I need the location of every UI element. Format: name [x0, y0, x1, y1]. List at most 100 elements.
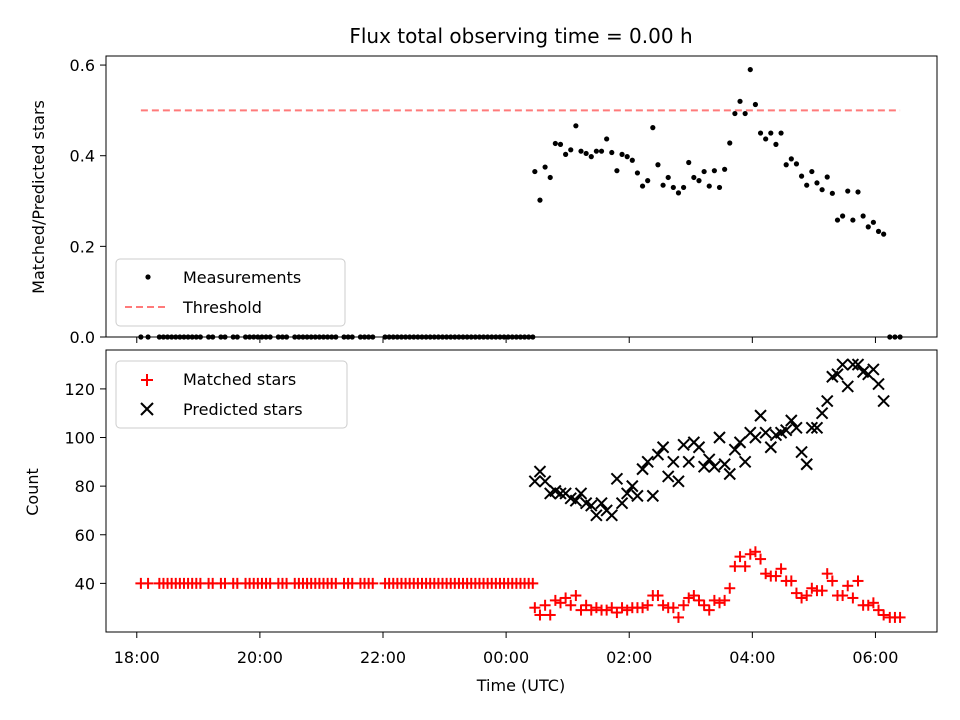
measurement-point [427, 334, 433, 340]
measurement-point [634, 170, 641, 176]
predicted-star-point [595, 496, 608, 510]
matched-star-point [683, 592, 695, 604]
bottom-ytick-label: 40 [75, 574, 95, 593]
matched-star-point [693, 594, 705, 606]
measurement-point [218, 334, 224, 340]
measurement-point [145, 334, 151, 340]
measurement-point [138, 334, 144, 340]
matched-star-point [527, 577, 539, 589]
predicted-star-point [708, 460, 721, 473]
measurement-point [819, 187, 825, 193]
matched-star-point [539, 599, 551, 611]
measurement-point [552, 140, 558, 147]
predicted-star-point [723, 467, 736, 481]
predicted-star-point [574, 487, 588, 500]
matched-star-point [744, 548, 756, 560]
predicted-star-point [610, 472, 624, 486]
measurement-point [655, 162, 661, 168]
measurement-point [573, 123, 579, 129]
predicted-star-point [585, 499, 598, 512]
matched-star-point [878, 609, 890, 621]
measurement-point [411, 334, 417, 340]
measurement-point [568, 147, 574, 153]
measurement-point [691, 174, 697, 181]
predicted-star-point [872, 377, 885, 391]
predicted-star-point [738, 455, 752, 469]
matched-star-point [842, 580, 854, 592]
matched-star-point [570, 590, 582, 602]
predicted-star-point [538, 475, 552, 488]
predicted-star-point [590, 509, 603, 522]
x-tick-label: 02:00 [606, 648, 652, 667]
x-tick-label: 04:00 [729, 648, 775, 667]
predicted-star-point [682, 455, 695, 469]
matched-star-point [642, 599, 654, 611]
measurement-point [860, 213, 866, 219]
matched-star-point [580, 599, 592, 611]
predicted-star-point [703, 453, 716, 466]
measurement-point [173, 334, 179, 340]
measurement-point [609, 149, 615, 156]
predicted-star-point [805, 421, 819, 435]
measurement-point [639, 183, 646, 189]
measurement-point [665, 174, 671, 181]
measurement-point [840, 213, 846, 219]
measurement-point [696, 178, 702, 184]
bottom-ytick-label: 100 [64, 429, 95, 448]
measurement-point [680, 184, 687, 191]
measurement-point [660, 182, 666, 188]
measurement-point [675, 190, 682, 196]
measurement-point [460, 334, 466, 340]
x-tick-label: 06:00 [852, 648, 898, 667]
measurement-point [308, 334, 314, 340]
measurement-point [316, 334, 322, 340]
matched-star-point [637, 602, 649, 614]
measurement-point [870, 219, 876, 225]
measurement-point [501, 334, 507, 340]
matched-star-point [729, 560, 741, 572]
predicted-star-point [569, 494, 583, 507]
measurement-point [513, 334, 519, 340]
measurement-point [398, 334, 405, 340]
measurement-point [349, 334, 355, 340]
measurement-point [263, 334, 269, 340]
matched-star-point [770, 570, 782, 582]
bottom-yticks: 40 60 80 100 120 [64, 380, 106, 593]
measurement-point [197, 334, 203, 340]
predicted-star-point [754, 409, 767, 422]
measurement-point [464, 334, 470, 340]
matched-star-point [575, 604, 587, 616]
matched-star-point [667, 602, 679, 614]
measurement-point [357, 334, 364, 340]
matched-star-point [806, 582, 818, 594]
predicted-star-point [877, 394, 890, 408]
matched-star-point [621, 604, 633, 616]
matched-star-point [749, 546, 761, 558]
predicted-star-point [641, 455, 654, 469]
bottom-ytick-label: 60 [75, 526, 95, 545]
top-ytick-label: 0.2 [70, 237, 95, 256]
measurement-point [793, 161, 800, 167]
predicted-star-point [636, 462, 649, 476]
predicted-star-point [631, 489, 644, 503]
measurement-point [439, 334, 446, 340]
predicted-star-point [867, 363, 880, 376]
measurement-point [563, 151, 569, 157]
matched-star-point [724, 582, 736, 594]
measurement-point [727, 140, 733, 146]
predicted-star-point [795, 445, 808, 459]
measurement-point [390, 334, 396, 340]
predicted-star-point [785, 414, 798, 427]
measurement-point [537, 197, 543, 203]
measurement-point [881, 231, 887, 237]
measurement-point [329, 334, 335, 340]
predicted-star-point [846, 358, 860, 371]
measurement-point [670, 184, 676, 191]
matched-star-point [560, 592, 572, 604]
measurement-point [325, 334, 331, 340]
measurement-point [476, 334, 483, 340]
matched-star-point [606, 602, 618, 614]
measurement-point [370, 334, 376, 340]
measurement-point [300, 334, 306, 340]
predicted-star-point [662, 470, 675, 483]
